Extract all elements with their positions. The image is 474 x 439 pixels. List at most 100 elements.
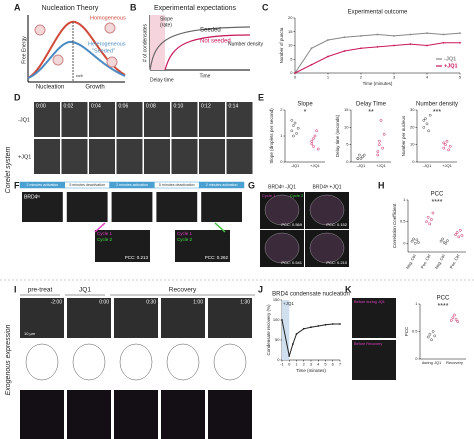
point (356, 157, 360, 160)
point (378, 139, 381, 143)
icon (104, 22, 116, 34)
significance: ** (368, 109, 374, 116)
row-label: +JQ1 (18, 154, 31, 160)
panel-letter: J (258, 284, 263, 294)
curve (27, 41, 126, 79)
y-tick-label: 0 (403, 240, 406, 245)
timestamp: -2:00 (51, 299, 63, 305)
point (430, 338, 433, 342)
point (393, 34, 395, 37)
y-tick-label: 0 (415, 356, 418, 361)
annotation: +JQ1 (283, 301, 294, 306)
point (343, 36, 346, 39)
point (410, 239, 414, 243)
point (324, 323, 327, 326)
timestamp: 1:30 (240, 299, 250, 305)
point (457, 235, 461, 239)
step-label: 2 minutes activation (206, 183, 238, 187)
panel-letter: I (14, 284, 17, 294)
y-tick-label: 0 (277, 357, 280, 362)
x-tick-label: -JQ1 (357, 163, 366, 168)
point (339, 323, 341, 325)
axis-label: PCC (404, 326, 409, 336)
micrograph (22, 192, 63, 222)
point (447, 148, 450, 152)
arrow (94, 222, 106, 233)
micrograph (161, 298, 205, 338)
chart-title: Experimental outcome (348, 10, 408, 16)
axis-label: Slope (droplets per second) (269, 108, 274, 164)
point (360, 47, 362, 50)
pcc-label: PCC: 0.262 (205, 255, 229, 260)
x-tick-label: 1 (327, 75, 330, 80)
point (295, 333, 298, 335)
point (290, 129, 294, 133)
point (358, 153, 361, 157)
point (281, 319, 283, 321)
axis-label: Correlation Coefficient (392, 203, 397, 248)
panel-title: Experimental expectations (154, 5, 237, 12)
point (459, 228, 462, 232)
point (426, 32, 428, 35)
panel-letter: C (262, 2, 269, 12)
column-label: JQ1 (79, 287, 91, 294)
micrograph (89, 139, 115, 174)
point (455, 231, 459, 234)
point (343, 50, 346, 52)
micrograph (67, 390, 111, 439)
label: Delay time (150, 77, 174, 83)
point (459, 32, 461, 35)
panel-letter: B (130, 2, 137, 12)
x-tick-label: +JQ1 (310, 163, 320, 168)
axis-label: Number of puncta (279, 27, 284, 63)
x-tick-label: -1 (280, 362, 284, 367)
legend-label: -JQ1 (444, 56, 456, 62)
y-tick-label: 30 (410, 107, 415, 112)
micrograph (116, 102, 143, 137)
micrograph (34, 139, 60, 174)
timestamp: 0:08 (146, 103, 156, 109)
point (456, 320, 460, 323)
significance: **** (438, 303, 449, 310)
y-tick-label: 0 (412, 159, 415, 164)
icon (34, 24, 46, 36)
micrograph (171, 139, 198, 174)
y-tick-label: 1 (280, 133, 283, 138)
point (296, 126, 300, 130)
micrograph (34, 102, 60, 137)
timestamp: 0:10 (174, 103, 184, 109)
micrograph (226, 139, 253, 174)
axis-label: Time (minutes) (363, 81, 393, 86)
point (409, 43, 412, 46)
timestamp: 0:06 (119, 103, 129, 109)
step-label: 2 minutes activation (116, 183, 148, 187)
y-tick-label: 10 (410, 142, 415, 147)
y-tick-label: 10 (288, 43, 293, 48)
micrograph (352, 298, 396, 338)
label: Number density (228, 41, 264, 47)
chart-title: Delay Time (356, 102, 387, 108)
curve (149, 26, 251, 71)
y-tick-label: 0 (280, 159, 283, 164)
y-tick-label: 0 (290, 70, 293, 75)
micrograph (144, 139, 170, 174)
point (327, 55, 329, 58)
point (288, 355, 291, 357)
x-tick-label: during JQ1 (422, 360, 442, 365)
image-label: Before Recovery (354, 342, 382, 346)
timestamp: 1:00 (193, 299, 203, 305)
axis-label: Number per nucleus (401, 115, 406, 156)
point (376, 33, 379, 36)
point (428, 113, 432, 117)
point (331, 323, 334, 325)
point (360, 34, 362, 37)
point (361, 155, 364, 159)
nucleus (309, 232, 345, 264)
series-line (281, 319, 340, 357)
x-tick-label: 5 (459, 75, 462, 80)
micrograph (111, 192, 153, 222)
curve (27, 20, 126, 79)
micrograph (199, 102, 225, 137)
